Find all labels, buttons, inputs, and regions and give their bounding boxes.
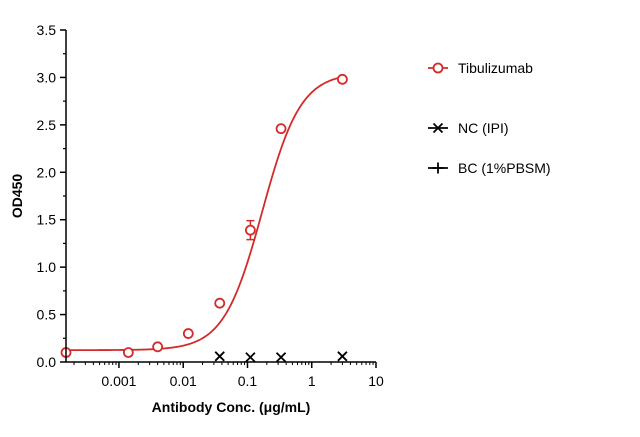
data-point	[336, 73, 348, 85]
legend-entry-2: BC (1%PBSM)	[428, 160, 551, 176]
data-point	[245, 352, 256, 363]
legend-label: BC (1%PBSM)	[458, 160, 551, 176]
x-tick-label: 0.1	[238, 373, 258, 389]
series-0	[60, 73, 348, 358]
y-tick-label: 1.0	[37, 259, 57, 275]
fit-curve	[66, 76, 343, 352]
legend-label: Tibulizumab	[458, 60, 533, 76]
y-tick-label: 2.5	[37, 117, 57, 133]
x-axis-title: Antibody Conc. (μg/mL)	[152, 399, 311, 415]
legend: Tibulizumab NC (IPI) BC (1%PBSM)	[428, 60, 551, 176]
legend-marker	[432, 62, 444, 74]
x-tick-label: 0.001	[101, 373, 136, 389]
y-tick-label: 0.5	[37, 307, 57, 323]
y-tick-label: 3.0	[37, 69, 57, 85]
data-point	[337, 351, 348, 362]
legend-marker	[432, 122, 444, 134]
x-tick-label: 1	[308, 373, 316, 389]
legend-entry-0: Tibulizumab	[428, 60, 533, 76]
x-tick-label: 10	[368, 373, 384, 389]
y-tick-label: 3.5	[37, 22, 57, 38]
plot-area	[60, 73, 348, 363]
data-point	[122, 347, 134, 358]
data-point	[244, 224, 256, 236]
y-tick-label: 2.0	[37, 164, 57, 180]
data-point	[275, 123, 287, 135]
axes: 0.0 0.5 1.0 1.5 2.0 2.5 3.0 3.5 0.001 0.01 0.1 1 10 A…	[9, 22, 384, 415]
data-point	[214, 297, 226, 309]
y-axis-title: OD450	[9, 174, 25, 219]
legend-marker	[432, 162, 444, 174]
x-tick-label: 0.01	[170, 373, 197, 389]
data-point	[275, 352, 287, 363]
legend-label: NC (IPI)	[458, 120, 509, 136]
y-tick-label: 0.0	[37, 354, 57, 370]
data-point	[214, 351, 225, 362]
data-point	[152, 341, 164, 353]
data-point	[182, 328, 194, 339]
legend-entry-1: NC (IPI)	[428, 120, 509, 136]
series-1	[214, 351, 348, 363]
y-tick-label: 1.5	[37, 212, 57, 228]
